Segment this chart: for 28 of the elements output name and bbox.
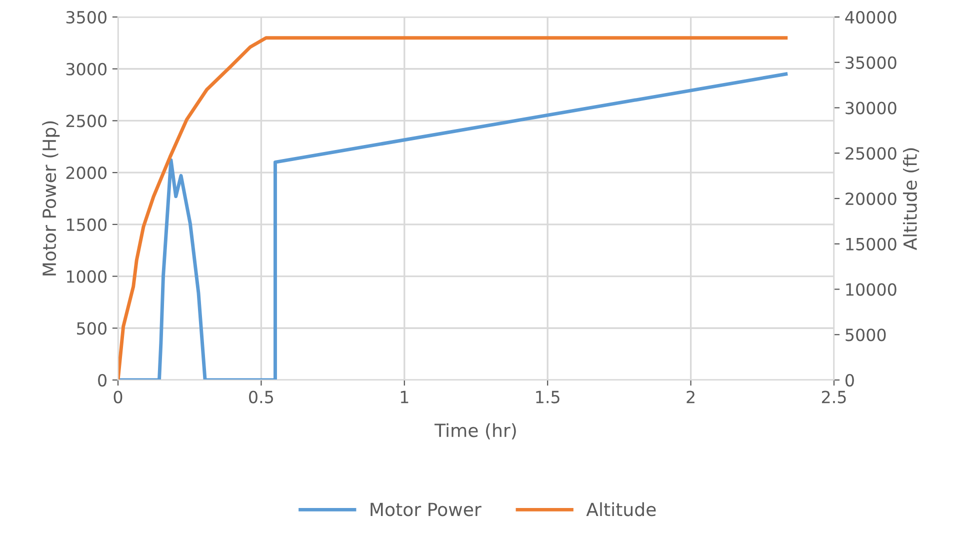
y2-tick-label: 40000 (845, 10, 896, 24)
y2-tick-label: 25000 (846, 147, 896, 160)
y2-tick-label: 30000 (846, 102, 896, 114)
x-tick-label: 2.5 (822, 390, 846, 404)
y-tick-label: 3500 (66, 10, 106, 24)
x-tick-label: 0 (114, 390, 122, 404)
y-axis-title: Motor Power (Hp) (42, 121, 60, 276)
legend-label: Motor Power (370, 502, 482, 516)
x-tick-label: 1 (400, 390, 408, 404)
legend-label: Altitude (586, 502, 656, 516)
y2-tick-label: 5000 (846, 328, 886, 342)
y2-tick-label: 20000 (846, 192, 896, 206)
y2-tick-label: 35000 (846, 56, 896, 69)
y-tick-label: 1000 (66, 270, 106, 283)
y-tick-label: 0 (98, 374, 106, 387)
x-tick-label: 1.5 (536, 390, 560, 404)
y2-tick-label: 0 (846, 374, 854, 387)
y-tick-label: 1500 (66, 218, 106, 231)
x-tick-label: 2 (686, 390, 694, 404)
y-tick-label: 500 (77, 322, 106, 335)
x-tick-label: 0.5 (249, 390, 273, 404)
y2-axis-title: Altitude (ft) (902, 148, 920, 250)
y-tick-label: 2000 (66, 166, 106, 180)
x-axis-title: Time (hr) (434, 423, 516, 440)
y-tick-label: 3000 (66, 62, 106, 76)
y-tick-label: 2500 (66, 114, 106, 128)
y2-tick-label: 15000 (846, 238, 896, 250)
y2-tick-label: 10000 (846, 283, 896, 296)
